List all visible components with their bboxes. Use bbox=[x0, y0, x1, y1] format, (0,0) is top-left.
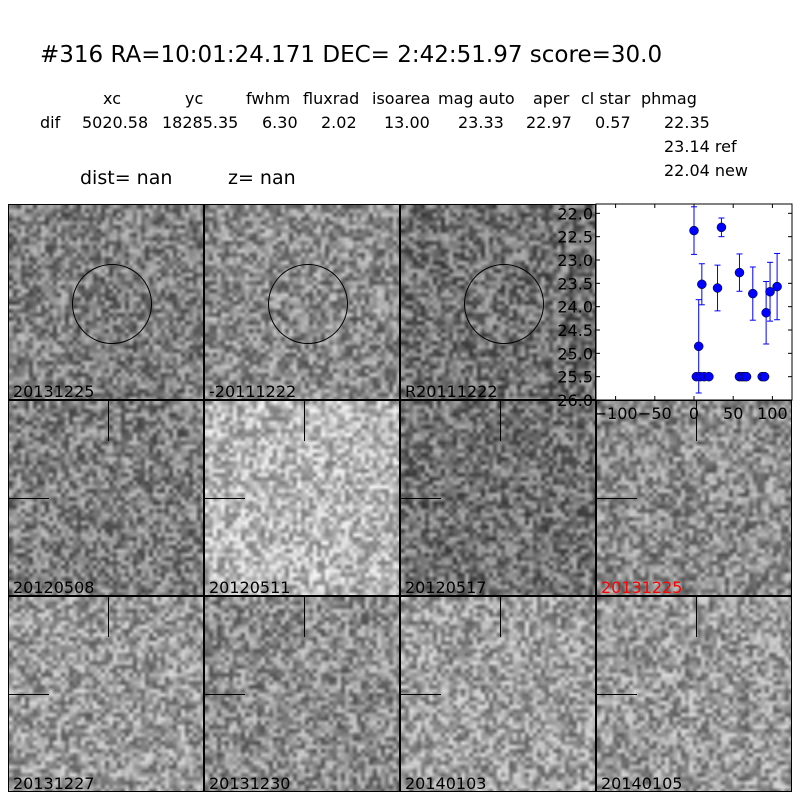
data-point bbox=[717, 223, 726, 232]
x-tick-label: −50 bbox=[638, 404, 672, 423]
x-tick-label: −100 bbox=[594, 404, 638, 423]
x-tick-label: 0 bbox=[689, 404, 699, 423]
data-point bbox=[735, 268, 744, 277]
data-point bbox=[762, 308, 771, 317]
y-tick-label: 22.0 bbox=[557, 204, 593, 223]
y-tick-label: 22.5 bbox=[557, 228, 593, 247]
y-tick-label: 25.5 bbox=[557, 368, 593, 387]
y-tick-label: 23.0 bbox=[557, 251, 593, 270]
data-point bbox=[742, 372, 751, 381]
y-tick-label: 26.0 bbox=[557, 391, 593, 410]
data-point bbox=[713, 284, 722, 293]
data-point bbox=[760, 372, 769, 381]
data-point bbox=[694, 342, 703, 351]
y-tick-label: 24.5 bbox=[557, 321, 593, 340]
x-tick-label: 100 bbox=[757, 404, 788, 423]
data-point bbox=[748, 289, 757, 298]
y-tick-label: 23.5 bbox=[557, 274, 593, 293]
y-tick-label: 25.0 bbox=[557, 344, 593, 363]
data-point bbox=[704, 372, 713, 381]
data-point bbox=[697, 280, 706, 289]
data-point bbox=[773, 282, 782, 291]
y-tick-label: 24.0 bbox=[557, 298, 593, 317]
x-tick-label: 50 bbox=[723, 404, 743, 423]
data-point bbox=[690, 226, 699, 235]
